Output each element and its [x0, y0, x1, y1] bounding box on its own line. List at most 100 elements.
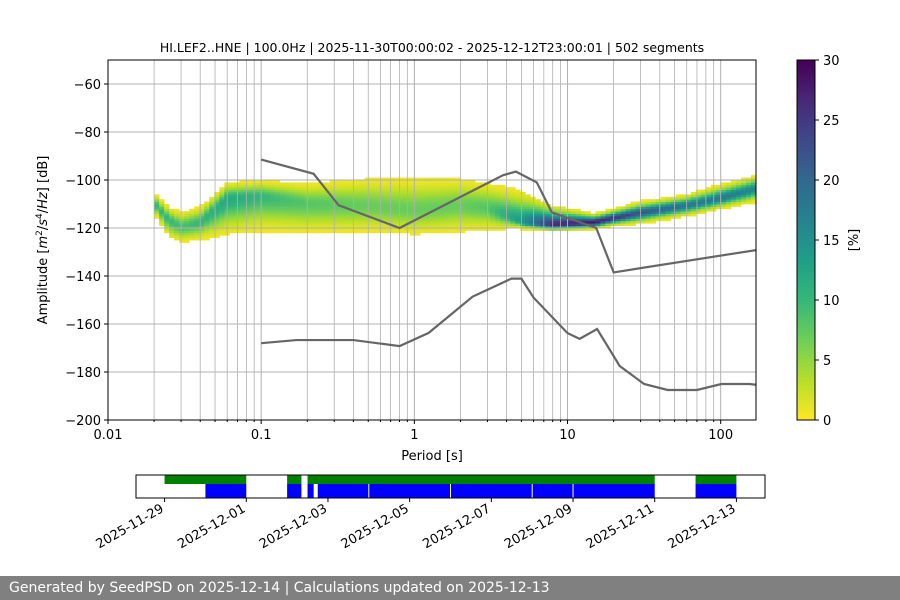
heatmap-cell	[424, 201, 431, 205]
heatmap-cell	[229, 211, 235, 214]
heatmap-cell	[450, 177, 456, 181]
heatmap-cell	[359, 187, 366, 190]
heatmap-cell	[605, 220, 611, 224]
heatmap-cell	[314, 196, 321, 200]
heatmap-cell	[720, 199, 727, 202]
heatmap-cell	[675, 201, 682, 205]
heatmap-cell	[500, 216, 506, 219]
heatmap-cell	[670, 216, 677, 219]
heatmap-cell	[394, 180, 401, 183]
heatmap-cell	[399, 230, 406, 234]
heatmap-cell	[424, 194, 431, 198]
heatmap-cell	[620, 223, 626, 226]
heatmap-cell	[264, 218, 270, 222]
heatmap-cell	[399, 206, 406, 210]
heatmap-cell	[450, 192, 456, 195]
heatmap-cell	[284, 223, 290, 226]
heatmap-cell	[254, 228, 260, 231]
heatmap-cell	[324, 196, 331, 200]
heatmap-cell	[379, 225, 386, 229]
heatmap-cell	[159, 223, 165, 226]
heatmap-cell	[369, 194, 376, 198]
timeline-tick-label: 2025-12-13	[665, 501, 738, 552]
heatmap-cell	[505, 189, 511, 193]
heatmap-cell	[274, 184, 280, 188]
heatmap-cell	[314, 218, 321, 222]
heatmap-cell	[585, 228, 591, 231]
heatmap-cell	[520, 220, 526, 224]
heatmap-cell	[319, 206, 326, 210]
y-tick-label: −100	[65, 174, 101, 189]
heatmap-cell	[565, 228, 571, 231]
heatmap-cell	[299, 225, 305, 229]
heatmap-cell	[279, 204, 285, 207]
heatmap-cell	[700, 208, 707, 212]
heatmap-cell	[590, 220, 596, 224]
heatmap-cell	[154, 213, 160, 217]
heatmap-cell	[409, 225, 416, 229]
heatmap-cell	[490, 194, 496, 198]
heatmap-cell	[299, 192, 305, 195]
heatmap-cell	[685, 196, 692, 200]
heatmap-cell	[399, 218, 406, 222]
heatmap-cell	[429, 196, 436, 200]
heatmap-cell	[650, 220, 657, 224]
heatmap-cell	[239, 192, 245, 195]
heatmap-cell	[730, 199, 737, 202]
heatmap-cell	[555, 206, 561, 210]
heatmap-cell	[369, 182, 376, 186]
heatmap-cell	[284, 211, 290, 214]
heatmap-cell	[635, 216, 642, 219]
heatmap-cell	[294, 199, 300, 202]
heatmap-cell	[525, 218, 531, 222]
ylabel-part: Amplitude [	[36, 249, 51, 325]
heatmap-cell	[344, 196, 351, 200]
heatmap-cell	[349, 189, 356, 193]
heatmap-cell	[339, 213, 346, 217]
heatmap-cell	[309, 211, 316, 214]
heatmap-cell	[540, 213, 546, 217]
heatmap-cell	[379, 230, 386, 234]
heatmap-cell	[530, 223, 536, 226]
heatmap-cell	[615, 211, 621, 214]
heatmap-cell	[440, 189, 446, 193]
heatmap-cell	[284, 194, 290, 198]
heatmap-cell	[354, 184, 361, 188]
colorbar-tick-label: 0	[823, 414, 831, 429]
heatmap-cell	[490, 187, 496, 190]
heatmap-cell	[455, 223, 461, 226]
heatmap-cell	[655, 199, 662, 202]
heatmap-cell	[264, 213, 270, 217]
heatmap-cell	[450, 196, 456, 200]
heatmap-cell	[199, 237, 205, 241]
heatmap-cell	[620, 218, 626, 222]
heatmap-cell	[665, 199, 672, 202]
heatmap-cell	[520, 204, 526, 207]
heatmap-cell	[239, 196, 245, 200]
heatmap-cell	[625, 206, 632, 210]
heatmap-cell	[675, 216, 682, 219]
heatmap-cell	[314, 208, 321, 212]
heatmap-cell	[209, 218, 215, 222]
heatmap-cell	[670, 201, 677, 205]
heatmap-cell	[159, 218, 165, 222]
heatmap-cell	[575, 213, 581, 217]
heatmap-cell	[540, 220, 546, 224]
heatmap-cell	[445, 187, 451, 190]
heatmap-cell	[429, 225, 436, 229]
heatmap-cell	[309, 208, 316, 212]
heatmap-cell	[214, 232, 220, 236]
heatmap-cell	[730, 201, 737, 205]
heatmap-cell	[279, 230, 285, 234]
heatmap-cell	[249, 230, 255, 234]
heatmap-cell	[615, 223, 621, 226]
heatmap-cell	[455, 225, 461, 229]
heatmap-cell	[695, 206, 702, 210]
heatmap-cell	[735, 180, 742, 183]
heatmap-cell	[475, 194, 481, 198]
heatmap-cell	[440, 211, 446, 214]
heatmap-cell	[445, 213, 451, 217]
heatmap-cell	[520, 228, 526, 231]
heatmap-cell	[670, 208, 677, 212]
heatmap-cell	[465, 204, 471, 207]
